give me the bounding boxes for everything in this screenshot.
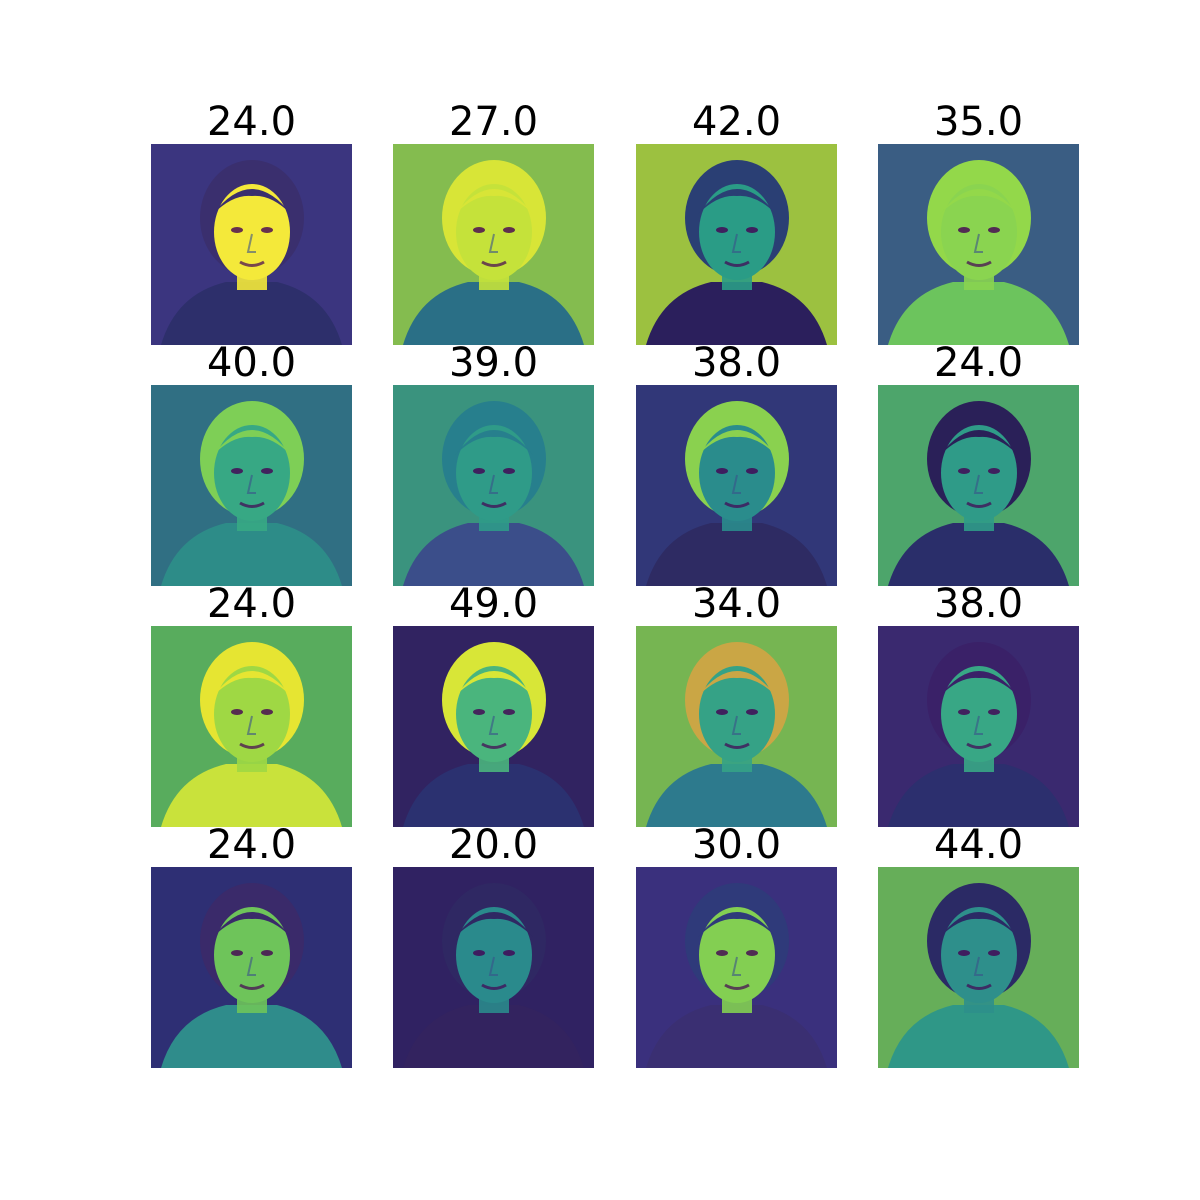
face [699, 184, 775, 280]
woman-long-hair-image [636, 626, 837, 827]
panel-age-label: 24.0 [206, 99, 297, 145]
man-with-microphone-image [393, 867, 594, 1068]
clothing [403, 764, 584, 827]
man-short-hair-image [878, 385, 1079, 586]
face [214, 666, 290, 762]
face [699, 907, 775, 1003]
face-photo [878, 385, 1079, 586]
face-panel: 44.0 [878, 823, 1079, 1068]
man-with-goggles-image [878, 867, 1079, 1068]
face-panel: 39.0 [393, 341, 594, 586]
bald-man-profile-image [393, 385, 594, 586]
face-panel: 30.0 [636, 823, 837, 1068]
face-photo [151, 144, 352, 345]
face [941, 907, 1017, 1003]
face [456, 425, 532, 521]
face-panel: 35.0 [878, 100, 1079, 345]
clothing [161, 1005, 342, 1068]
face-photo [151, 867, 352, 1068]
clothing [403, 1005, 584, 1068]
clothing [888, 764, 1069, 827]
face-panel: 24.0 [151, 823, 352, 1068]
face [456, 184, 532, 280]
face-photo [636, 385, 837, 586]
face-photo [878, 144, 1079, 345]
man-dark-shirt-image [636, 867, 837, 1068]
face-photo [151, 626, 352, 827]
face [214, 184, 290, 280]
clothing [403, 523, 584, 586]
face-photo [878, 867, 1079, 1068]
panel-age-label: 40.0 [206, 340, 297, 386]
man-bow-tie-image [636, 144, 837, 345]
panel-age-label: 35.0 [933, 99, 1024, 145]
panel-age-label: 27.0 [448, 99, 539, 145]
clothing [646, 523, 827, 586]
clothing [403, 282, 584, 345]
woman-curly-hair-image [878, 626, 1079, 827]
face-photo [393, 144, 594, 345]
face [941, 184, 1017, 280]
panel-age-label: 38.0 [691, 340, 782, 386]
face-panel: 34.0 [636, 582, 837, 827]
panel-age-label: 24.0 [206, 822, 297, 868]
face [456, 666, 532, 762]
face-photo [636, 626, 837, 827]
clothing [888, 282, 1069, 345]
face [214, 425, 290, 521]
face-photo [393, 385, 594, 586]
woman-shoulder-length-hair-image [151, 385, 352, 586]
panel-age-label: 39.0 [448, 340, 539, 386]
face [941, 425, 1017, 521]
face-panel: 24.0 [151, 100, 352, 345]
man-hand-on-head-image [636, 385, 837, 586]
panel-age-label: 44.0 [933, 822, 1024, 868]
clothing [161, 523, 342, 586]
face [941, 666, 1017, 762]
clothing [888, 523, 1069, 586]
clothing [161, 282, 342, 345]
woman-blonde-smiling-image [878, 144, 1079, 345]
clothing [646, 1005, 827, 1068]
face-photo [151, 385, 352, 586]
face-panel: 42.0 [636, 100, 837, 345]
face-panel: 24.0 [151, 582, 352, 827]
face-photo [393, 626, 594, 827]
face-panel: 49.0 [393, 582, 594, 827]
panel-age-label: 30.0 [691, 822, 782, 868]
clothing [646, 282, 827, 345]
panel-age-label: 20.0 [448, 822, 539, 868]
man-spiky-hair-image [393, 144, 594, 345]
man-grey-hair-image [393, 626, 594, 827]
face-photo [878, 626, 1079, 827]
panel-age-label: 24.0 [933, 340, 1024, 386]
face [699, 425, 775, 521]
panel-age-label: 49.0 [448, 581, 539, 627]
panel-age-label: 38.0 [933, 581, 1024, 627]
face-panel: 24.0 [878, 341, 1079, 586]
woman-side-profile-image [151, 626, 352, 827]
face [214, 907, 290, 1003]
face [699, 666, 775, 762]
man-dark-background-image [151, 144, 352, 345]
face-panel: 40.0 [151, 341, 352, 586]
clothing [161, 764, 342, 827]
clothing [888, 1005, 1069, 1068]
panel-age-label: 24.0 [206, 581, 297, 627]
face-photo [636, 867, 837, 1068]
face-panel: 27.0 [393, 100, 594, 345]
panel-age-label: 34.0 [691, 581, 782, 627]
woman-looking-up-image [151, 867, 352, 1068]
clothing [646, 764, 827, 827]
face-panel: 20.0 [393, 823, 594, 1068]
face-panel: 38.0 [878, 582, 1079, 827]
face-photo [393, 867, 594, 1068]
face [456, 907, 532, 1003]
panel-age-label: 42.0 [691, 99, 782, 145]
face-photo [636, 144, 837, 345]
face-panel: 38.0 [636, 341, 837, 586]
